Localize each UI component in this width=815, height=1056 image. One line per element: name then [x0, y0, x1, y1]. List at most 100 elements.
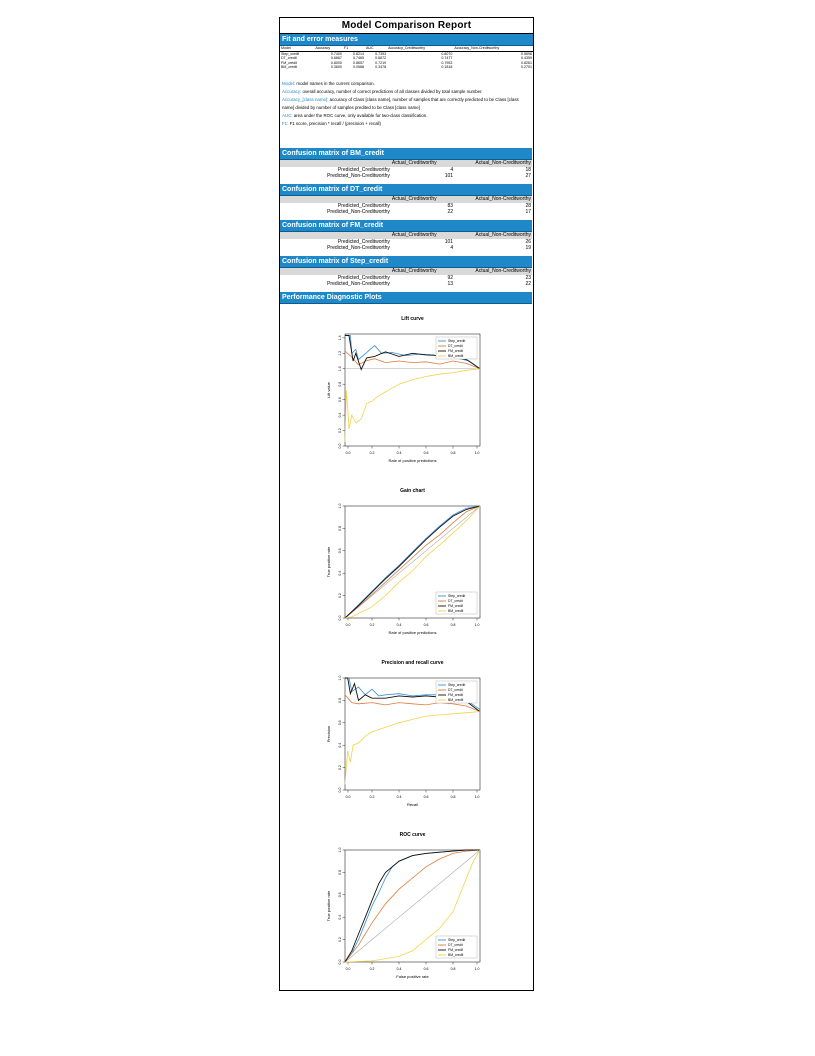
y-tick-label: 0.4 [338, 413, 342, 418]
description-line: Accuracy_[class name]: accuracy of Class… [282, 96, 531, 112]
x-tick-label: 0.4 [397, 623, 402, 627]
plots-section: Performance Diagnostic Plots Lift curve 0… [280, 292, 532, 995]
table-cell: 22 [525, 281, 531, 287]
series-line-fm-credit [344, 849, 480, 963]
table-cell: 22 [447, 209, 454, 215]
y-tick-label: 0.6 [338, 892, 342, 897]
table-cell: 0.7953 [441, 60, 453, 65]
section-divider [280, 195, 532, 196]
confusion-table: Actual_Creditworthy Actual_Non-Creditwort… [280, 232, 532, 252]
table-cell: 0.6872 [375, 56, 387, 61]
table-cell: 4 [450, 245, 454, 251]
y-tick-label: 0.2 [338, 937, 342, 942]
confusion-col-header: Actual_Creditworthy [390, 196, 455, 203]
x-tick-label: 1.0 [475, 451, 480, 455]
confusion-row-label: Predicted_Non-Creditworthy [327, 173, 390, 179]
table-row: Predicted_Non-Creditworthy 22 17 [280, 209, 532, 216]
series-line-bm-credit [344, 505, 481, 619]
table-row: Step_credit 0.7400 0.8214 0.7393 0.8070 … [280, 51, 533, 56]
fit-col-header: Accuracy [314, 46, 343, 52]
y-tick-label: 1.0 [338, 366, 342, 371]
x-tick-label: 0.8 [451, 623, 456, 627]
table-cell: 0.8657 [353, 60, 364, 65]
y-tick-label: 0.2 [338, 765, 342, 770]
table-row: Predicted_Creditworthy 83 28 [280, 203, 532, 210]
confusion-col-header: Actual_Creditworthy [390, 268, 455, 275]
y-tick-label: 0.4 [338, 743, 342, 748]
x-tick-label: 0.8 [451, 967, 456, 971]
y-tick-label: 0.4 [338, 915, 342, 920]
table-cell: FM_credit [281, 60, 297, 65]
chart-title: ROC curve [400, 832, 426, 838]
confusion-row-label: Predicted_Creditworthy [337, 202, 390, 209]
confusion-block: Confusion matrix of BM_credit Actual_Cre… [280, 148, 532, 184]
x-tick-label: 1.0 [475, 623, 480, 627]
table-row: Predicted_Creditworthy 92 23 [280, 275, 532, 282]
legend-box [435, 336, 478, 360]
y-tick-label: 1.0 [338, 504, 342, 509]
legend-label-bm-credit: BM_credit [448, 609, 463, 613]
table-cell: 0.6667 [330, 56, 342, 61]
legend-label-bm-credit: BM_credit [448, 354, 463, 358]
table-cell: 101 [444, 173, 454, 179]
table-row: Predicted_Creditworthy 4 18 [280, 167, 532, 174]
confusion-section: Confusion matrix of BM_credit Actual_Cre… [280, 148, 532, 292]
legend-label-fm-credit: FM_credit [448, 349, 463, 353]
table-cell: DT_credit [281, 56, 297, 61]
confusion-block: Confusion matrix of FM_credit Actual_Cre… [280, 220, 532, 256]
x-tick-label: 0.2 [370, 623, 375, 627]
confusion-header: Confusion matrix of Step_credit [280, 256, 532, 267]
y-tick-label: 0.4 [338, 571, 342, 576]
x-tick-label: 0.6 [424, 451, 429, 455]
fit-col-header: Accuracy_Non-Creditworthy [453, 46, 533, 52]
reference-line [344, 505, 481, 619]
description-text: model names in the current comparison. [295, 80, 375, 86]
table-cell: 0.5696 [521, 51, 532, 56]
table-cell: Step_credit [281, 51, 300, 56]
confusion-col-header: Actual_Non-Creditworthy [454, 232, 532, 239]
series-line-bm-credit [344, 849, 481, 963]
y-tick-label: 0.8 [338, 870, 342, 875]
x-tick-label: 0.2 [370, 451, 375, 455]
table-cell: 0.8000 [330, 60, 342, 65]
confusion-row-label: Predicted_Creditworthy [337, 274, 390, 281]
confusion-block: Confusion matrix of DT_credit Actual_Cre… [280, 184, 532, 220]
diagnostic-plots: Lift curve 0.0 0.2 0.4 0.6 0.8 1.0 0.0 0.2 0.4 0.6… [326, 316, 481, 979]
series-line-dt-credit [344, 694, 481, 712]
y-axis-label: True positive rate [326, 546, 331, 578]
x-tick-label: 0.0 [346, 967, 351, 971]
y-tick-label: 0.0 [338, 444, 342, 449]
legend-box [435, 680, 478, 704]
y-tick-label: 0.6 [338, 720, 342, 725]
confusion-row-label: Predicted_Creditworthy [337, 238, 390, 245]
x-tick-label: 0.2 [370, 795, 375, 799]
legend-label-step-credit: Step_credit [448, 339, 465, 343]
fit-col-header: Model [280, 46, 315, 52]
table-cell: 17 [525, 209, 531, 215]
table-cell: 0.3478 [375, 65, 387, 70]
table-cell: 0.3600 [330, 65, 342, 70]
report-title: Model Comparison Report [280, 18, 533, 34]
table-cell: BM_credit [281, 65, 298, 70]
description-line: F1: F1 score, precision * recall / (prec… [282, 120, 531, 128]
section-divider [280, 303, 532, 304]
table-cell: 0.1818 [441, 65, 453, 70]
y-axis-label: Precision [326, 726, 331, 742]
section-divider [280, 159, 532, 160]
chart-title: Precision and recall curve [382, 660, 444, 666]
legend-label-fm-credit: FM_credit [448, 604, 463, 608]
confusion-col-header: Actual_Creditworthy [390, 160, 455, 167]
plot-frame [344, 677, 481, 791]
table-row: BM_credit 0.3600 0.0588 0.3478 0.1818 0.… [280, 65, 533, 70]
legend-box [435, 935, 478, 959]
confusion-table: Actual_Creditworthy Actual_Non-Creditwort… [280, 196, 532, 216]
table-cell: 0.2701 [521, 65, 532, 70]
table-cell: 28 [525, 202, 531, 209]
y-tick-label: 1.0 [338, 848, 342, 853]
fit-section-header: Fit and error measures [280, 34, 533, 45]
table-cell: 92 [447, 274, 454, 281]
plots-section-header: Performance Diagnostic Plots [280, 292, 532, 303]
x-tick-label: 0.0 [346, 795, 351, 799]
y-tick-label: 0.8 [338, 698, 342, 703]
y-tick-label: 0.2 [338, 428, 342, 433]
